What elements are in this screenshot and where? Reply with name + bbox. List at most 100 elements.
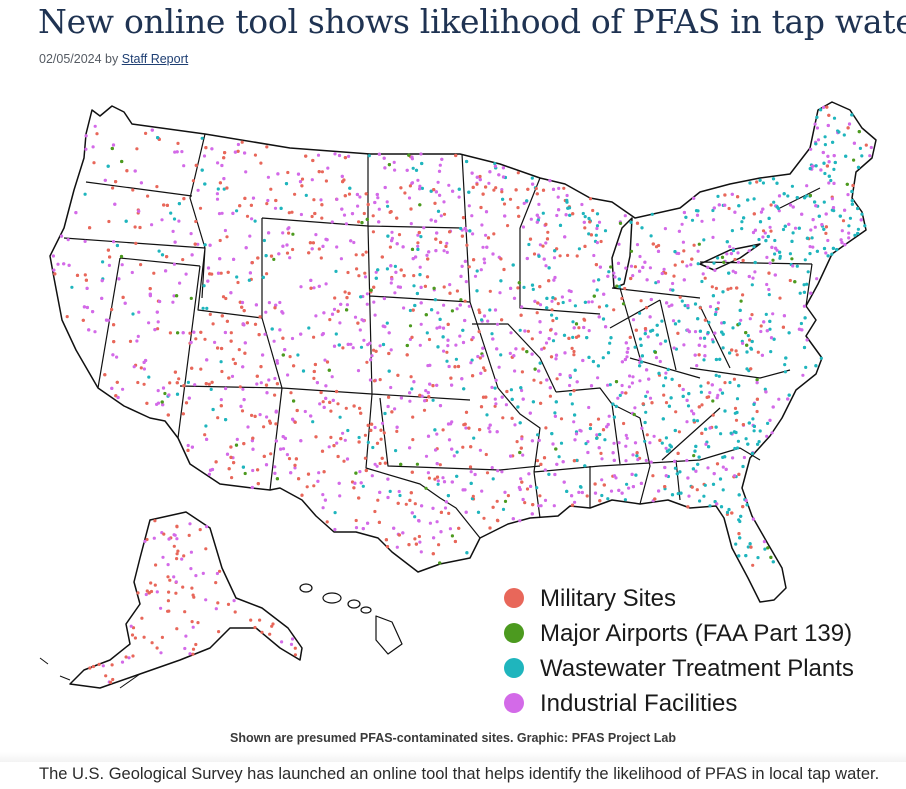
- site-dot: [588, 220, 592, 224]
- site-dot: [167, 537, 171, 541]
- site-dot: [538, 330, 542, 334]
- site-dot: [319, 256, 323, 260]
- site-dot: [845, 182, 849, 186]
- site-dot: [687, 494, 691, 498]
- site-dot: [582, 317, 586, 321]
- content-divider: [0, 752, 906, 762]
- site-dot: [418, 273, 422, 277]
- site-dot: [434, 249, 438, 253]
- site-dot: [264, 383, 269, 387]
- site-dot: [100, 279, 104, 283]
- site-dot: [409, 491, 413, 495]
- site-dot: [473, 472, 477, 477]
- site-dot: [763, 387, 767, 391]
- site-dot: [624, 266, 628, 270]
- site-dot: [631, 453, 635, 457]
- site-dot: [797, 226, 801, 230]
- site-dot: [830, 208, 834, 212]
- site-dot: [205, 437, 209, 441]
- site-dot: [750, 339, 754, 344]
- site-dot: [751, 276, 755, 280]
- site-dot: [369, 288, 373, 292]
- site-dot: [113, 202, 117, 206]
- site-dot: [571, 212, 575, 216]
- site-dot: [736, 260, 741, 264]
- site-dot: [746, 442, 750, 446]
- site-dot: [711, 482, 716, 486]
- site-dot: [343, 290, 347, 294]
- site-dot: [644, 458, 648, 463]
- site-dot: [813, 122, 817, 126]
- site-dot: [633, 265, 638, 269]
- site-dot: [555, 316, 559, 320]
- site-dot: [289, 471, 293, 475]
- site-dot: [136, 380, 140, 385]
- site-dot: [629, 264, 634, 268]
- site-dot: [280, 640, 284, 644]
- site-dot: [269, 187, 273, 191]
- site-dot: [457, 526, 461, 530]
- site-dot: [640, 354, 645, 358]
- site-dot: [253, 322, 258, 326]
- site-dot: [544, 241, 548, 245]
- site-dot: [608, 341, 612, 345]
- site-dot: [175, 537, 179, 541]
- site-dot: [711, 294, 716, 298]
- site-dot: [175, 392, 180, 396]
- site-dot: [131, 654, 135, 658]
- site-dot: [130, 270, 134, 275]
- pfas-sites-map: Military Sites Major Airports (FAA Part …: [39, 101, 877, 717]
- site-dot: [570, 503, 575, 507]
- site-dot: [538, 320, 542, 324]
- site-dot: [700, 403, 704, 407]
- site-dot: [741, 505, 745, 509]
- site-dot: [706, 331, 710, 335]
- site-dot: [348, 186, 352, 190]
- site-dot: [454, 153, 458, 158]
- site-dot: [167, 393, 171, 397]
- site-dot: [273, 306, 277, 310]
- site-dot: [606, 351, 611, 355]
- site-dot: [613, 275, 617, 279]
- site-dot: [620, 391, 624, 395]
- site-dot: [700, 219, 704, 223]
- site-dot: [215, 192, 219, 196]
- site-dot: [220, 163, 224, 168]
- site-dot: [503, 214, 507, 218]
- site-dot: [737, 532, 741, 536]
- site-dot: [112, 340, 116, 344]
- site-dot: [385, 545, 390, 549]
- site-dot: [633, 441, 638, 445]
- site-dot: [289, 642, 294, 647]
- site-dot: [587, 232, 591, 236]
- site-dot: [327, 445, 331, 449]
- site-dot: [485, 245, 489, 249]
- site-dot: [333, 527, 337, 532]
- site-dot: [298, 180, 303, 184]
- site-dot: [199, 330, 203, 334]
- site-dot: [482, 516, 486, 520]
- site-dot: [548, 179, 552, 183]
- site-dot: [793, 226, 798, 230]
- site-dot: [548, 386, 552, 390]
- site-dot: [645, 368, 649, 372]
- site-dot: [144, 131, 148, 135]
- site-dot: [737, 472, 741, 476]
- site-dot: [156, 401, 161, 405]
- site-dot: [224, 418, 228, 422]
- site-dot: [711, 340, 715, 344]
- site-dot: [291, 232, 295, 236]
- site-dot: [503, 499, 508, 503]
- site-dot: [450, 309, 454, 313]
- site-dot: [648, 396, 653, 400]
- site-dot: [312, 198, 316, 202]
- site-dot: [383, 166, 387, 170]
- site-dot: [556, 302, 560, 306]
- site-dot: [692, 454, 696, 458]
- author-link[interactable]: Staff Report: [121, 52, 189, 66]
- site-dot: [426, 257, 430, 261]
- site-dot: [689, 263, 693, 267]
- site-dot: [293, 420, 297, 424]
- site-dot: [266, 198, 270, 203]
- site-dot: [166, 599, 170, 603]
